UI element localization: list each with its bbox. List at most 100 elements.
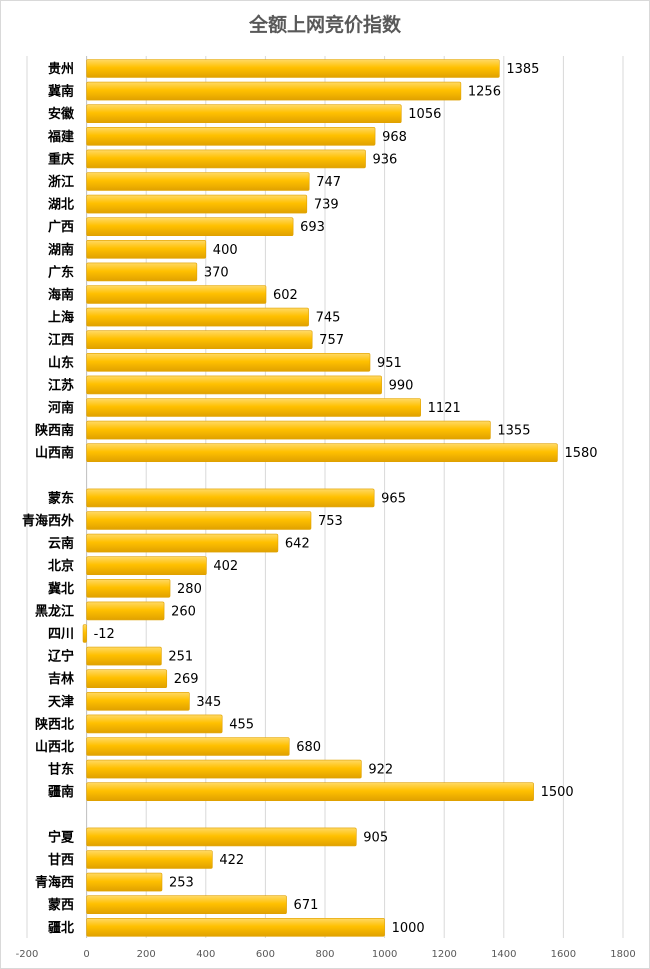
bar bbox=[86, 217, 294, 236]
bar bbox=[86, 601, 165, 621]
value-label: 1056 bbox=[408, 107, 441, 122]
value-label: 968 bbox=[382, 130, 407, 145]
category-label: 海南 bbox=[48, 287, 74, 303]
category-label: 山东 bbox=[48, 355, 74, 371]
value-label: 739 bbox=[314, 198, 339, 213]
category-label: 甘东 bbox=[48, 762, 74, 778]
category-label: 黑龙江 bbox=[35, 603, 74, 619]
value-label: 1121 bbox=[428, 401, 461, 416]
category-label: 浙江 bbox=[48, 174, 74, 190]
value-label: 422 bbox=[219, 853, 244, 868]
value-label: 400 bbox=[213, 243, 238, 258]
value-label: -12 bbox=[94, 627, 115, 642]
bar bbox=[86, 827, 357, 847]
category-label: 山西北 bbox=[35, 739, 74, 755]
bar bbox=[86, 578, 171, 598]
bar bbox=[86, 285, 267, 304]
x-tick-label: 1400 bbox=[491, 949, 516, 960]
value-label: 671 bbox=[294, 898, 319, 913]
value-label: 253 bbox=[169, 876, 194, 891]
category-label: 上海 bbox=[48, 310, 74, 326]
bars bbox=[82, 59, 558, 937]
category-label: 广西 bbox=[48, 219, 74, 235]
category-label: 安徽 bbox=[48, 106, 75, 122]
x-tick-label: 800 bbox=[315, 949, 334, 960]
value-label: 1355 bbox=[497, 424, 530, 439]
value-label: 1256 bbox=[468, 85, 501, 100]
bar bbox=[86, 556, 207, 576]
category-label: 云南 bbox=[48, 536, 74, 552]
value-label: 1500 bbox=[541, 785, 574, 800]
category-label: 江西 bbox=[48, 332, 74, 348]
bar bbox=[86, 307, 309, 327]
value-label: 745 bbox=[316, 311, 341, 326]
category-label: 吉林 bbox=[48, 671, 74, 687]
x-tick-label: 1600 bbox=[551, 949, 576, 960]
category-label: 湖北 bbox=[48, 198, 74, 213]
bar bbox=[86, 759, 362, 779]
category-label: 疆南 bbox=[48, 784, 74, 800]
category-label: 疆北 bbox=[48, 921, 74, 936]
value-label: 693 bbox=[300, 220, 325, 235]
category-label: 贵州 bbox=[48, 61, 74, 77]
value-label: 922 bbox=[368, 763, 393, 778]
category-label: 甘西 bbox=[48, 852, 74, 868]
value-label: 269 bbox=[174, 672, 199, 687]
bar bbox=[86, 398, 421, 417]
bar bbox=[86, 782, 534, 802]
bar bbox=[86, 240, 207, 259]
bar bbox=[82, 624, 87, 643]
value-label: 1000 bbox=[392, 921, 425, 936]
value-label: 936 bbox=[373, 152, 398, 167]
x-tick-label: 600 bbox=[256, 949, 275, 960]
bar bbox=[86, 352, 371, 372]
chart-title: 全额上网竞价指数 bbox=[248, 13, 402, 36]
bar bbox=[86, 59, 500, 78]
bar bbox=[86, 895, 287, 915]
x-tick-label: 1200 bbox=[431, 949, 456, 960]
bar bbox=[86, 81, 462, 101]
x-tick-label: -200 bbox=[16, 949, 39, 960]
value-label: 753 bbox=[318, 514, 343, 529]
category-label: 北京 bbox=[48, 558, 74, 574]
bar bbox=[86, 691, 190, 711]
category-label: 河南 bbox=[48, 400, 74, 416]
bar bbox=[86, 104, 402, 123]
value-label: 402 bbox=[213, 559, 238, 574]
category-label: 陕西南 bbox=[35, 423, 74, 439]
value-label: 965 bbox=[381, 491, 406, 506]
bar bbox=[86, 443, 558, 463]
labels: 贵州 1385 冀南 1256 安徽 1056 福建 968 重庆 936 浙江 747 湖北 739 广西… bbox=[22, 61, 598, 936]
bar bbox=[86, 533, 279, 553]
bar bbox=[86, 262, 198, 282]
x-axis-ticks: -200 0 200 400 600 800 1000 1200 1400 1600 1800 bbox=[16, 949, 636, 960]
value-label: 251 bbox=[168, 650, 193, 665]
value-label: 370 bbox=[204, 265, 229, 280]
value-label: 1385 bbox=[506, 62, 539, 77]
value-label: 905 bbox=[363, 830, 388, 845]
value-label: 260 bbox=[171, 604, 196, 619]
value-label: 345 bbox=[196, 695, 221, 710]
bar bbox=[86, 420, 491, 440]
category-label: 宁夏 bbox=[48, 829, 75, 845]
bar bbox=[86, 872, 163, 892]
category-label: 陕西北 bbox=[35, 716, 74, 732]
bar bbox=[86, 850, 213, 869]
category-label: 江苏 bbox=[48, 377, 74, 393]
x-tick-label: 400 bbox=[196, 949, 215, 960]
category-label: 辽宁 bbox=[48, 649, 74, 665]
value-label: 280 bbox=[177, 582, 202, 597]
value-label: 455 bbox=[229, 717, 254, 732]
bar bbox=[86, 149, 366, 169]
category-label: 冀南 bbox=[48, 84, 74, 100]
x-tick-label: 1800 bbox=[610, 949, 635, 960]
value-label: 602 bbox=[273, 288, 298, 303]
category-label: 青海西外 bbox=[22, 513, 74, 529]
bar bbox=[86, 646, 162, 666]
category-label: 广东 bbox=[48, 264, 74, 280]
category-label: 冀北 bbox=[48, 581, 74, 597]
value-label: 1580 bbox=[564, 446, 597, 461]
category-label: 蒙西 bbox=[48, 897, 74, 913]
bar bbox=[86, 714, 223, 734]
